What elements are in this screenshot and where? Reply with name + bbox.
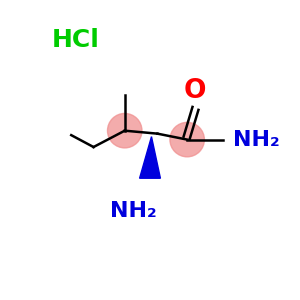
Circle shape [107, 113, 142, 148]
Text: NH₂: NH₂ [233, 130, 280, 150]
Text: O: O [183, 78, 206, 104]
Circle shape [170, 122, 204, 157]
Text: HCl: HCl [52, 28, 100, 52]
Text: NH₂: NH₂ [110, 201, 157, 221]
Polygon shape [140, 136, 160, 178]
